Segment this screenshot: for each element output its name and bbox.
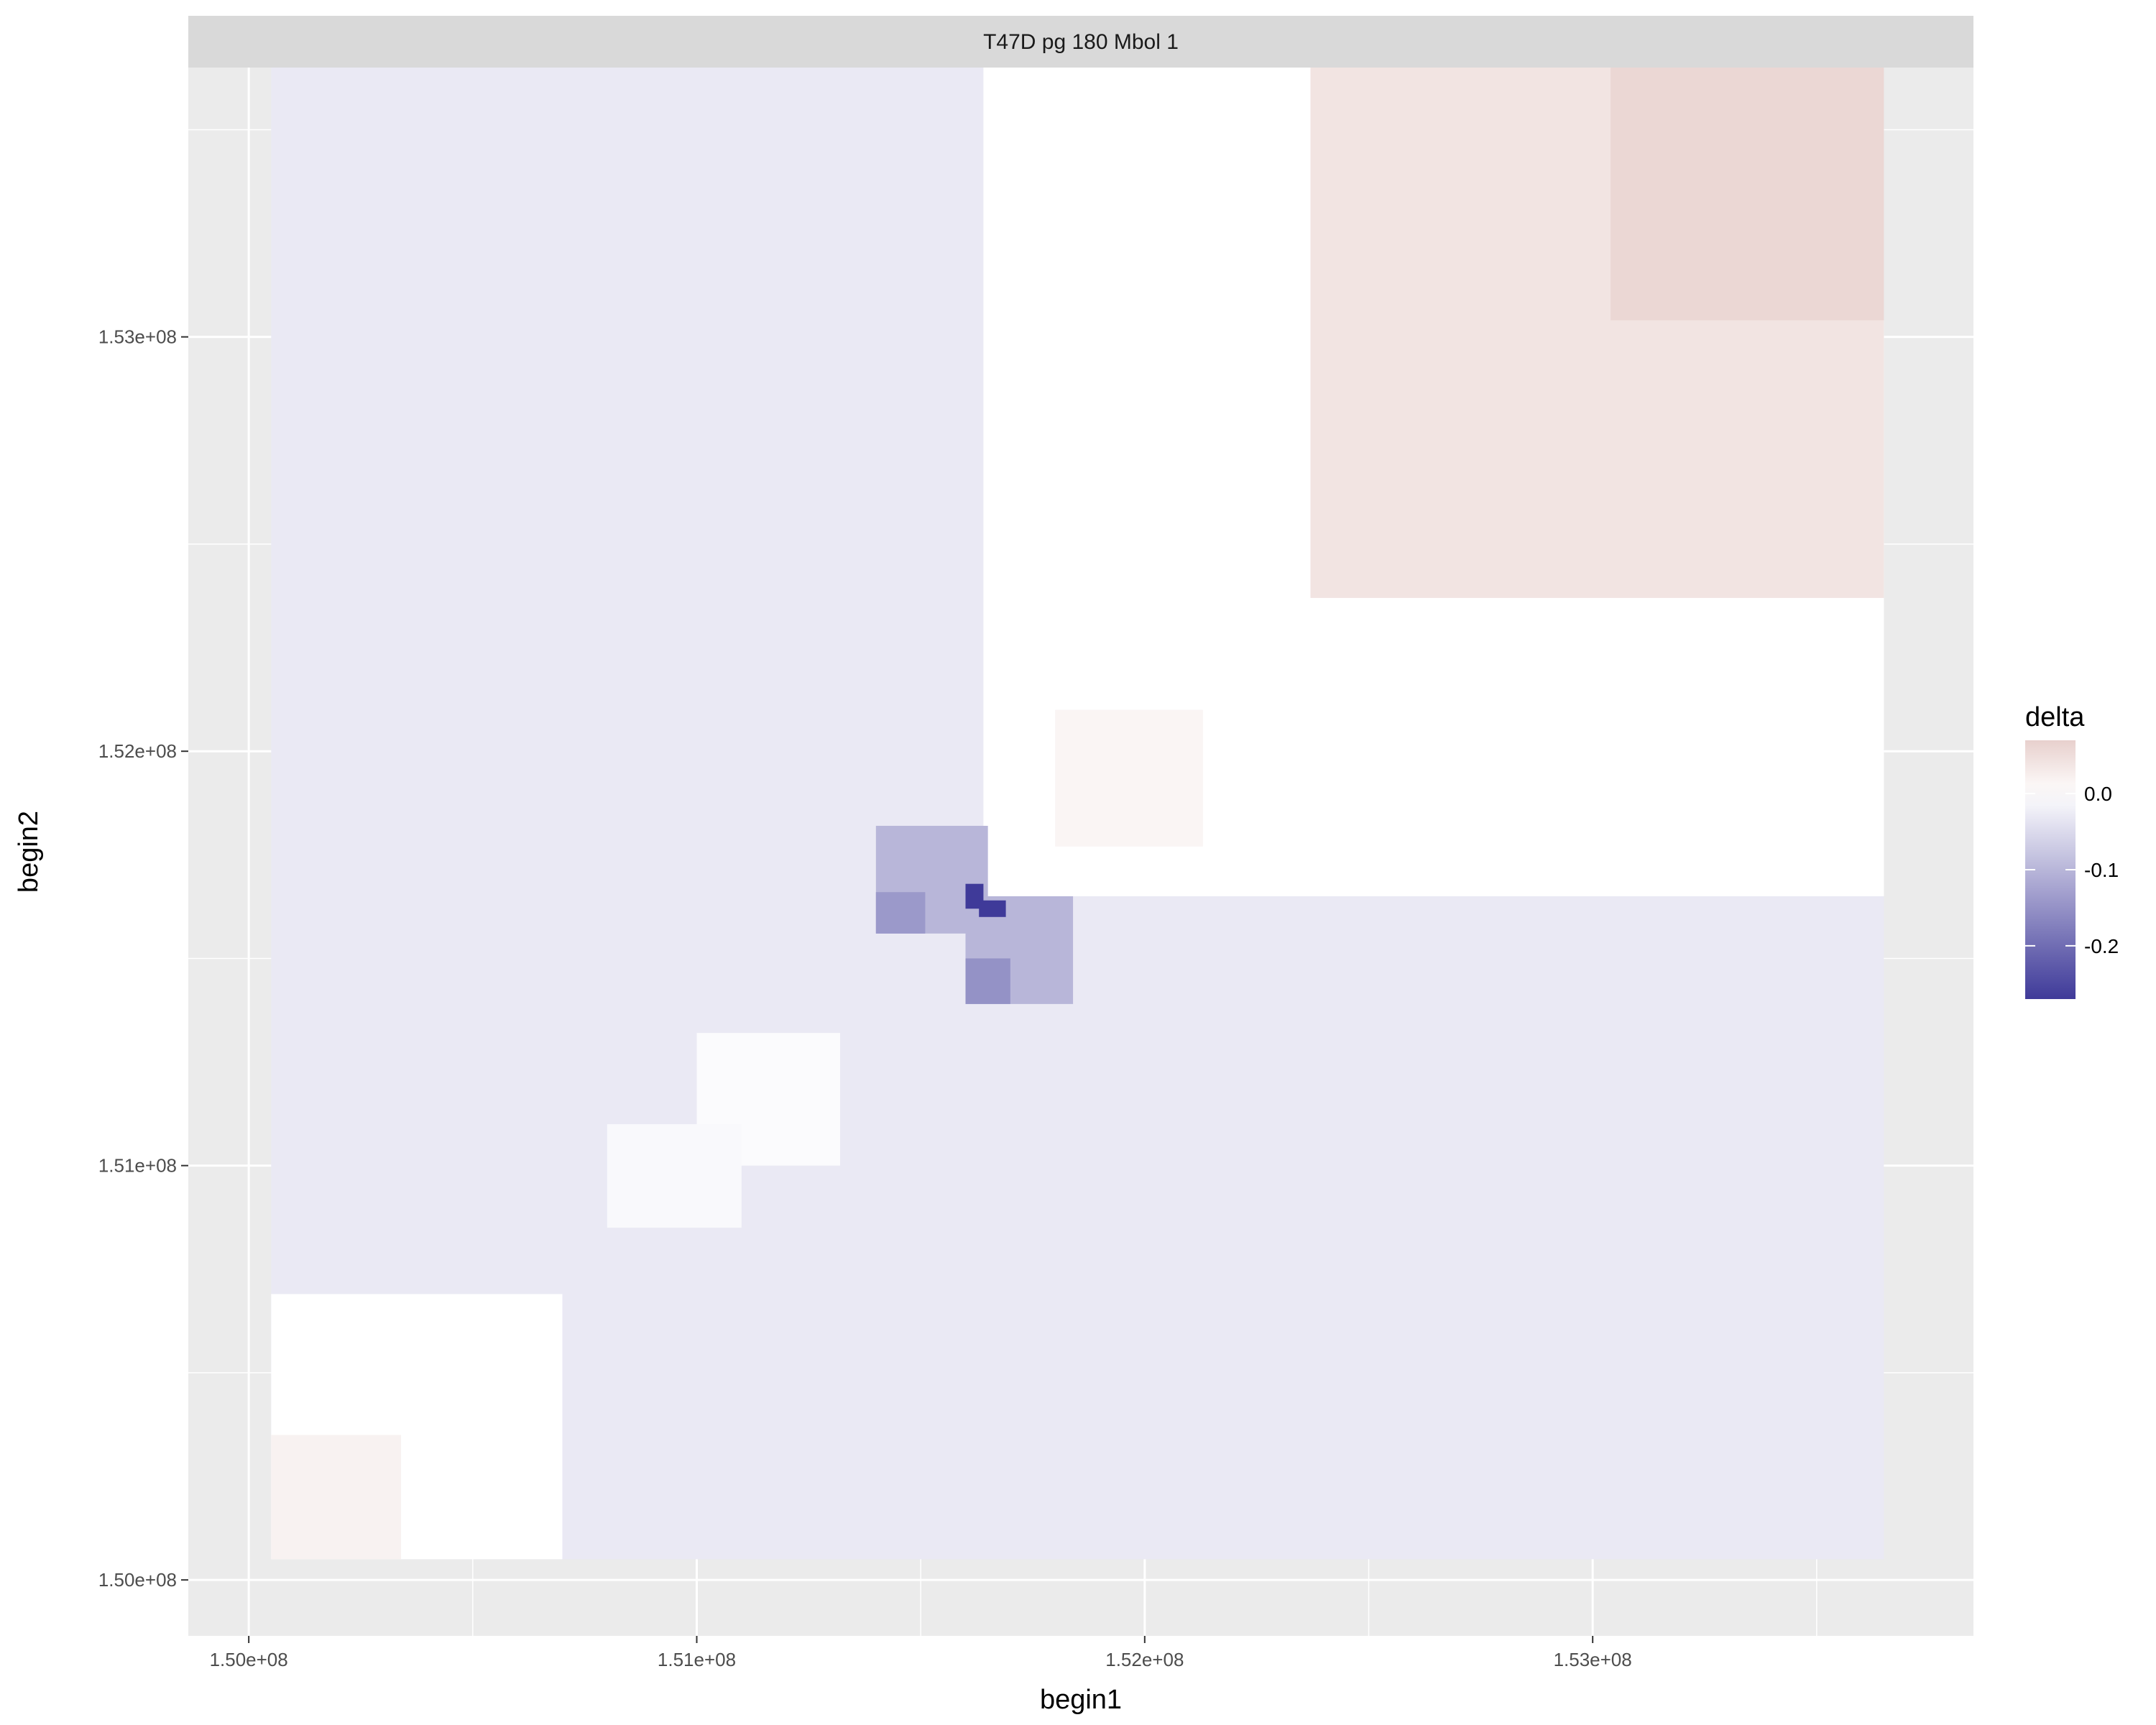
x-tick-label: 1.50e+08 (210, 1649, 288, 1670)
legend-title: delta (2025, 702, 2085, 732)
heatmap-cell (875, 892, 926, 934)
x-axis: 1.50e+08 1.51e+08 1.52e+08 1.53e+08 (210, 1636, 1632, 1670)
heatmap-cell (271, 1435, 402, 1560)
legend-tick-label: 0.0 (2084, 783, 2112, 805)
x-tick-label: 1.51e+08 (658, 1649, 736, 1670)
y-axis: 1.50e+08 1.51e+08 1.52e+08 1.53e+08 (98, 326, 188, 1591)
facet-label: T47D pg 180 Mbol 1 (983, 30, 1179, 54)
legend-tick-label: -0.2 (2084, 935, 2119, 957)
legend-ticks: 0.0 -0.1 -0.2 (2025, 783, 2119, 957)
x-tick-label: 1.52e+08 (1105, 1649, 1184, 1670)
heatmap-cell (965, 958, 1010, 1004)
y-tick-label: 1.52e+08 (98, 740, 177, 762)
y-tick-label: 1.51e+08 (98, 1155, 177, 1177)
heatmap-cells (271, 68, 1884, 1560)
y-tick-label: 1.50e+08 (98, 1569, 177, 1591)
x-tick-label: 1.53e+08 (1554, 1649, 1632, 1670)
heatmap-cell (979, 900, 1006, 917)
heatmap-cell (607, 1124, 742, 1228)
y-tick-label: 1.53e+08 (98, 326, 177, 348)
x-axis-title: begin1 (1040, 1685, 1122, 1715)
y-axis-title: begin2 (14, 811, 44, 893)
heatmap-cell (1611, 68, 1884, 321)
heatmap-cell (1055, 709, 1203, 847)
facet-strip (188, 16, 1973, 68)
legend-tick-label: -0.1 (2084, 859, 2119, 881)
legend: delta 0.0 -0.1 -0.2 (2025, 702, 2119, 999)
